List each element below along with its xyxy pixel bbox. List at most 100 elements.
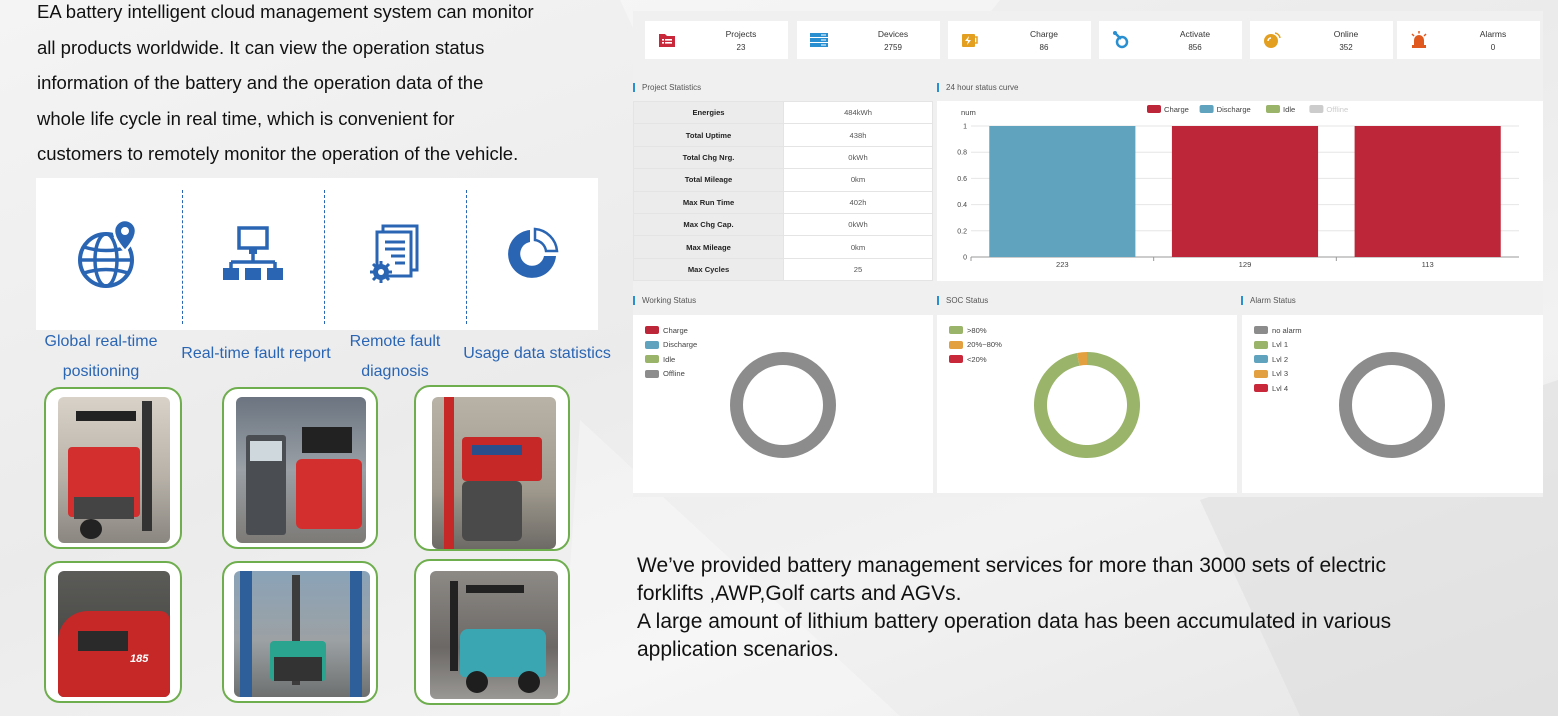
activate-link-icon	[1113, 31, 1129, 49]
stat-label: Online	[1333, 29, 1359, 39]
globe-location-icon	[78, 218, 138, 288]
project-stat-row: Max Chg Cap. 0kWh	[633, 212, 933, 237]
legend-label: 20%~80%	[967, 340, 1002, 350]
legend-item[interactable]: Lvl 2	[1254, 352, 1302, 367]
legend-swatch	[1254, 355, 1268, 364]
project-stat-key: Total Mileage	[633, 168, 784, 192]
intro-line: whole life cycle in real time, which is …	[37, 107, 455, 129]
project-stat-row: Total Chg Nrg. 0kWh	[633, 145, 933, 170]
feature-divider	[182, 190, 183, 324]
donut-slice[interactable]	[1339, 352, 1445, 458]
stat-label: Charge	[1030, 29, 1058, 39]
feature-label-positioning: Global real-time positioning	[44, 333, 158, 380]
legend-swatch	[645, 326, 659, 335]
legend-swatch	[645, 355, 659, 364]
feature-label-usage-stats: Usage data statistics	[463, 345, 611, 362]
feature-divider	[324, 190, 325, 324]
reach-truck-photo	[44, 387, 182, 549]
legend-item[interactable]: no alarm	[1254, 323, 1302, 338]
working-status-panel: Charge Discharge Idle Offline	[633, 315, 933, 493]
legend-swatch	[1266, 105, 1280, 113]
y-tick-label: 0.6	[957, 176, 967, 183]
project-stat-row: Max Run Time 402h	[633, 190, 933, 214]
project-stat-key: Total Uptime	[633, 123, 784, 147]
stat-label: Projects	[725, 29, 757, 39]
online-signal-icon	[1264, 32, 1281, 48]
stat-card-devices[interactable]: Devices 2759	[797, 21, 940, 59]
legend-label: <20%	[967, 354, 987, 364]
status-curve-panel: Charge Discharge Idle Offline num 0 0.2 0.4 0.6 0…	[937, 101, 1543, 281]
legend-label: no alarm	[1272, 325, 1302, 335]
intro-paragraph: EA battery intelligent cloud management …	[37, 0, 597, 172]
soc-status-donut	[1034, 352, 1140, 458]
stat-card-alarms[interactable]: Alarms 0	[1397, 21, 1540, 59]
legend-swatch	[1254, 340, 1268, 349]
legend-item[interactable]: <20%	[949, 352, 1002, 367]
donut-chart-icon	[508, 227, 559, 278]
network-hierarchy-icon	[223, 226, 283, 280]
section-title-alarm-status: Alarm Status	[1241, 296, 1296, 305]
project-statistics-panel: Energies 484kWh Total Uptime 438h Total Chg …	[633, 100, 933, 282]
legend-item[interactable]: Lvl 4	[1254, 381, 1302, 396]
y-tick-label: 0.2	[957, 228, 967, 235]
feature-cell-usage-stats	[466, 178, 598, 330]
donut-slice[interactable]	[1034, 352, 1140, 458]
legend-label: Lvl 2	[1272, 354, 1289, 364]
feature-icons-strip	[36, 178, 598, 330]
project-folder-icon	[659, 34, 675, 47]
project-stat-value: 0kWh	[783, 212, 933, 237]
project-stat-row: Total Mileage 0km	[633, 168, 933, 192]
stat-card-charge[interactable]: Charge 86	[948, 21, 1091, 59]
legend-label: Lvl 1	[1272, 340, 1289, 350]
legend-item[interactable]: Lvl 1	[1254, 338, 1302, 353]
section-title-status-curve: 24 hour status curve	[937, 83, 1018, 92]
legend-item[interactable]: 20%~80%	[949, 338, 1002, 353]
legend-item[interactable]: >80%	[949, 323, 1002, 338]
legend-label: Discharge	[1217, 105, 1251, 114]
feature-divider	[466, 190, 467, 324]
legend-item[interactable]: Offline	[645, 367, 697, 382]
y-axis-label: num	[961, 108, 976, 117]
bar[interactable]	[1354, 126, 1501, 257]
project-stat-key: Max Run Time	[633, 190, 784, 214]
y-tick-label: 1	[963, 124, 967, 131]
legend-label: Idle	[663, 354, 676, 364]
reach-stacker-warehouse-photo	[222, 561, 378, 703]
legend-label: Lvl 3	[1272, 369, 1289, 379]
status-curve-chart: Charge Discharge Idle Offline num 0 0.2 0.4 0.6 0…	[957, 105, 1519, 269]
forklift-185-photo: 185	[44, 561, 182, 703]
project-stat-value: 438h	[783, 123, 933, 147]
legend-item[interactable]: Discharge	[645, 338, 697, 353]
summary-paragraph: We’ve provided battery management servic…	[637, 552, 1517, 664]
stat-card-activate[interactable]: Activate 856	[1099, 21, 1242, 59]
legend-item[interactable]: Lvl 3	[1254, 367, 1302, 382]
soc-status-legend: >80% 20%~80% <20%	[949, 323, 1002, 367]
x-tick-label: 129	[1239, 260, 1252, 269]
intro-line: all products worldwide. It can view the …	[37, 36, 485, 58]
legend-label: Offline	[663, 369, 685, 379]
project-statistics-table: Energies 484kWh Total Uptime 438h Total Chg …	[633, 100, 933, 282]
bar[interactable]	[1171, 126, 1319, 257]
dashboard-screenshot: Projects 23 Devices 2759 Charge 86 Activ…	[633, 11, 1543, 497]
legend-swatch	[1254, 326, 1268, 335]
working-status-legend: Charge Discharge Idle Offline	[645, 323, 697, 381]
stat-value: 23	[736, 43, 746, 52]
project-stat-value: 0km	[783, 168, 933, 192]
alarm-status-legend: no alarm Lvl 1 Lvl 2 Lvl 3 Lvl 4	[1254, 323, 1302, 396]
document-gear-icon	[370, 224, 419, 283]
stat-label: Devices	[877, 29, 909, 39]
stat-card-projects[interactable]: Projects 23	[645, 21, 788, 59]
legend-swatch	[949, 326, 963, 335]
summary-line: We’ve provided battery management servic…	[637, 554, 1386, 577]
legend-label: Offline	[1326, 105, 1348, 114]
project-stat-value: 0kWh	[783, 145, 933, 170]
stat-value: 856	[1188, 43, 1202, 52]
feature-cell-fault-diagnosis	[324, 178, 466, 330]
donut-slice[interactable]	[730, 352, 836, 458]
donut-slice[interactable]	[1077, 352, 1087, 366]
legend-item[interactable]: Idle	[645, 352, 697, 367]
stat-value: 0	[1490, 43, 1496, 52]
legend-item[interactable]: Charge	[645, 323, 697, 338]
bar[interactable]	[989, 126, 1136, 257]
stat-card-online[interactable]: Online 352	[1250, 21, 1393, 59]
